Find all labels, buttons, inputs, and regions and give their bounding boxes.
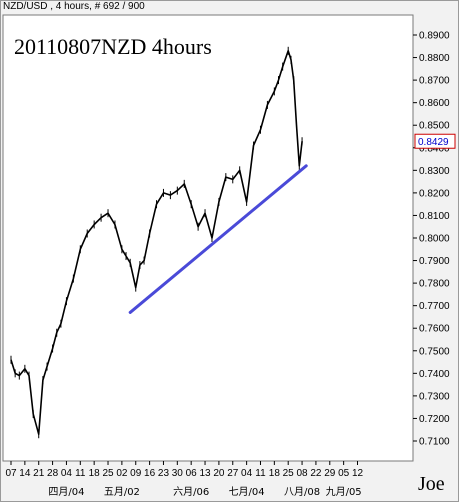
x-tick-label: 21 [33, 468, 45, 479]
price-label: 0.8429 [414, 133, 456, 149]
x-tick-label: 23 [158, 468, 170, 479]
price-label-box [414, 133, 456, 149]
x-tick-label: 11 [255, 468, 266, 479]
x-month-label: 五月/02 [104, 486, 140, 498]
x-tick-label: 27 [227, 468, 239, 479]
x-tick-label: 25 [283, 468, 295, 479]
x-month-label: 九月/05 [326, 486, 362, 498]
y-tick-label: 0.8000 [419, 234, 450, 245]
x-tick-label: 13 [199, 468, 211, 479]
y-tick-label: 0.8200 [419, 188, 450, 199]
y-tick-label: 0.7900 [419, 256, 450, 267]
x-tick-label: 18 [269, 468, 281, 479]
y-tick-label: 0.7500 [419, 346, 450, 357]
y-tick-label: 0.7700 [419, 301, 450, 312]
x-tick-label: 16 [144, 468, 156, 479]
x-tick-label: 14 [19, 468, 31, 479]
x-month-label: 六月/06 [173, 486, 209, 498]
x-tick-label: 25 [102, 468, 114, 479]
x-tick-label: 11 [75, 468, 86, 479]
x-tick-label: 30 [172, 468, 184, 479]
x-tick-label: 05 [338, 468, 350, 479]
y-tick-label: 0.8600 [419, 98, 450, 109]
y-tick-label: 0.7600 [419, 324, 450, 335]
y-tick-label: 0.7100 [419, 437, 450, 448]
x-tick-label: 06 [186, 468, 198, 479]
x-month-label: 四月/04 [48, 486, 84, 498]
x-tick-label: 18 [89, 468, 101, 479]
symbol-header: NZD/USD , 4 hours, # 692 / 900 [3, 1, 145, 12]
x-tick-label: 02 [116, 468, 128, 479]
watermark: Joe [418, 473, 445, 495]
y-tick-label: 0.8300 [419, 166, 450, 177]
y-tick-label: 0.7400 [419, 369, 450, 380]
x-tick-label: 29 [324, 468, 336, 479]
y-tick-label: 0.8400 [419, 143, 450, 154]
x-tick-label: 07 [5, 468, 17, 479]
x-axis: 07 14 21 28 04 11 18 25 02 09 16 23 30 06 13 20 27 04 11 18… [5, 461, 363, 498]
y-tick-label: 0.8500 [419, 121, 450, 132]
trendline [128, 164, 308, 314]
x-tick-label: 28 [47, 468, 59, 479]
x-month-label: 八月/08 [284, 486, 320, 498]
y-tick-label: 0.8100 [419, 211, 450, 222]
series-layer [10, 46, 308, 439]
y-tick-label: 0.7200 [419, 414, 450, 425]
chart-title: 20110807NZD 4hours [14, 34, 212, 59]
y-tick-label: 0.8800 [419, 53, 450, 64]
x-tick-label: 22 [310, 468, 322, 479]
y-tick-label: 0.8900 [419, 31, 450, 42]
plot-area [2, 14, 414, 462]
x-tick-label: 08 [296, 468, 308, 479]
y-axis: 0.8900 0.8800 0.8700 0.8600 0.8500 0.8400 0.83… [413, 31, 450, 448]
x-tick-label: 09 [130, 468, 142, 479]
x-month-label: 七月/04 [229, 486, 265, 498]
x-tick-label: 04 [61, 468, 73, 479]
x-tick-label: 12 [352, 468, 364, 479]
y-tick-label: 0.7300 [419, 391, 450, 402]
y-tick-label: 0.8700 [419, 76, 450, 87]
y-tick-label: 0.7800 [419, 279, 450, 290]
price-label-text: 0.8429 [418, 137, 449, 148]
x-tick-label: 20 [213, 468, 225, 479]
x-tick-label: 04 [241, 468, 253, 479]
